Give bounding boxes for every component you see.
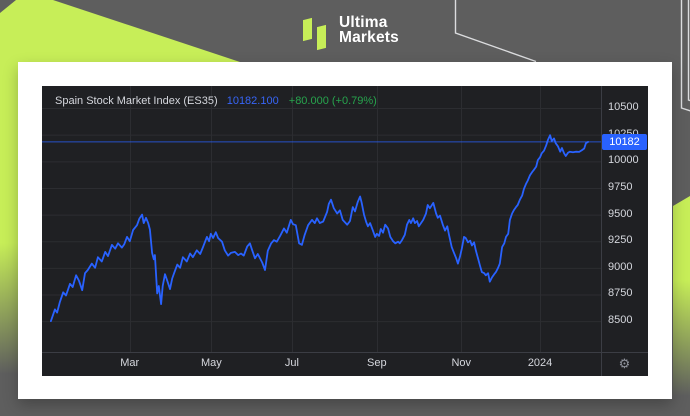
price-badge: 10182 (602, 133, 647, 150)
lime-accent-top-left (0, 0, 240, 62)
lime-accent-right-strip (673, 196, 690, 396)
brand-line1: Ultima (339, 14, 388, 31)
price-axis[interactable]: 105001025010000975095009250900087508500 (601, 86, 648, 352)
time-tick-label: Jul (284, 357, 299, 369)
time-tick-label: Sep (367, 357, 387, 369)
price-chart[interactable] (42, 86, 648, 376)
price-tick-label: 9250 (608, 234, 633, 247)
time-tick-label: 2024 (527, 357, 553, 369)
last-price-value: 10182.100 (226, 95, 279, 107)
price-tick-label: 9000 (608, 260, 633, 273)
chart-legend: Spain Stock Market Index (ES35) 10182.10… (55, 95, 377, 107)
time-tick-label: Nov (451, 357, 472, 369)
brand-wordmark: Ultima Markets (339, 14, 399, 46)
lime-accent-left-strip (0, 62, 18, 374)
price-change: +80.000 (+0.79%) (288, 95, 377, 107)
logo-bar-right (317, 24, 326, 51)
price-tick-label: 10500 (608, 101, 639, 114)
price-tick-label: 8500 (608, 314, 633, 327)
price-tick-label: 9500 (608, 207, 633, 220)
price-tick-label: 9750 (608, 180, 633, 193)
time-axis[interactable]: Mar May Jul Sep Nov 2024 (42, 352, 601, 376)
time-tick-label: Mar (120, 357, 140, 369)
price-tick-label: 8750 (608, 287, 633, 300)
price-tick-label: 10000 (608, 154, 639, 167)
gear-icon[interactable]: ⚙ (618, 356, 631, 371)
time-tick-label: May (200, 357, 222, 369)
brand-line2: Markets (339, 29, 399, 46)
instrument-title: Spain Stock Market Index (ES35) (55, 95, 218, 107)
chart-card: Spain Stock Market Index (ES35) 10182.10… (18, 62, 672, 399)
logo-bar-left (303, 17, 312, 42)
brand-header: Ultima Markets (303, 14, 399, 51)
chart-panel: Spain Stock Market Index (ES35) 10182.10… (42, 86, 648, 376)
ultima-markets-logo-icon (303, 15, 329, 51)
